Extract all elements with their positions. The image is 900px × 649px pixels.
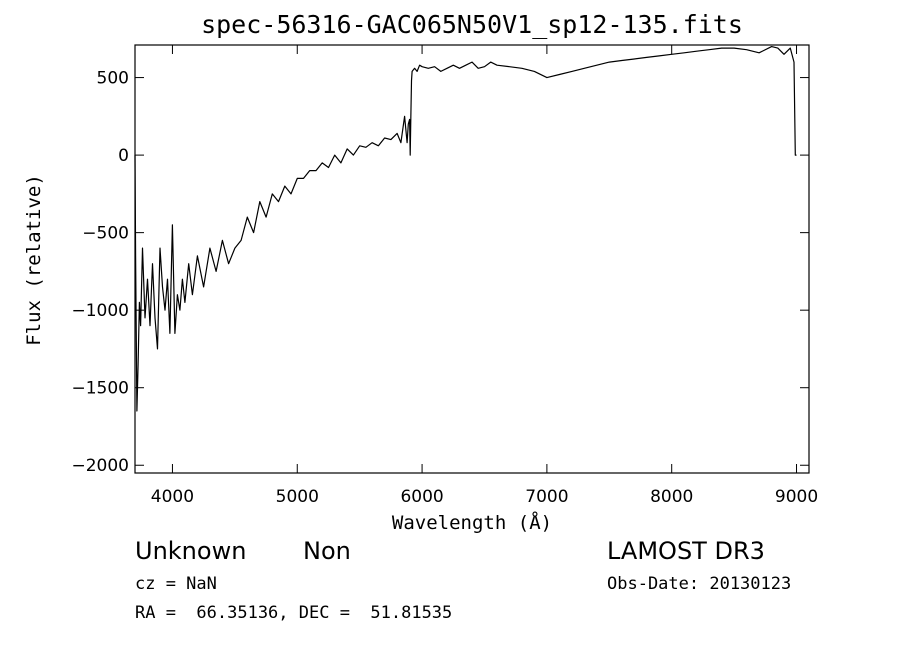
x-tick-label: 5000 bbox=[276, 487, 319, 507]
x-axis-label: Wavelength (Å) bbox=[392, 511, 552, 534]
y-tick-label: 500 bbox=[97, 69, 129, 89]
survey-name: LAMOST DR3 bbox=[607, 537, 765, 565]
redshift-readout: cz = NaN bbox=[135, 574, 217, 594]
x-tick-label: 9000 bbox=[775, 487, 818, 507]
y-tick-label: −2000 bbox=[71, 456, 129, 476]
y-axis-label: Flux (relative) bbox=[23, 174, 45, 346]
observation-date: Obs-Date: 20130123 bbox=[607, 574, 792, 594]
y-tick-label: −1500 bbox=[71, 379, 129, 399]
x-tick-label: 8000 bbox=[650, 487, 693, 507]
y-tick-label: −500 bbox=[82, 224, 129, 244]
x-tick-label: 6000 bbox=[400, 487, 443, 507]
x-tick-label: 4000 bbox=[151, 487, 194, 507]
x-axis-ticks: 4000 5000 6000 7000 8000 9000 bbox=[151, 45, 818, 507]
y-axis-ticks: 500 0 −500 −1000 −1500 −2000 bbox=[71, 69, 809, 476]
coordinates-readout: RA = 66.35136, DEC = 51.81535 bbox=[135, 603, 453, 623]
plot-frame bbox=[134, 44, 810, 474]
spectrum-chart: spec-56316-GAC065N50V1_sp12-135.fits 400… bbox=[23, 10, 818, 534]
x-tick-label: 7000 bbox=[525, 487, 568, 507]
series-line-flux bbox=[134, 46, 797, 412]
object-subclass: Non bbox=[303, 537, 351, 565]
object-class: Unknown bbox=[135, 537, 247, 565]
chart-title: spec-56316-GAC065N50V1_sp12-135.fits bbox=[201, 10, 743, 39]
y-tick-label: 0 bbox=[118, 146, 129, 166]
y-tick-label: −1000 bbox=[71, 301, 129, 321]
